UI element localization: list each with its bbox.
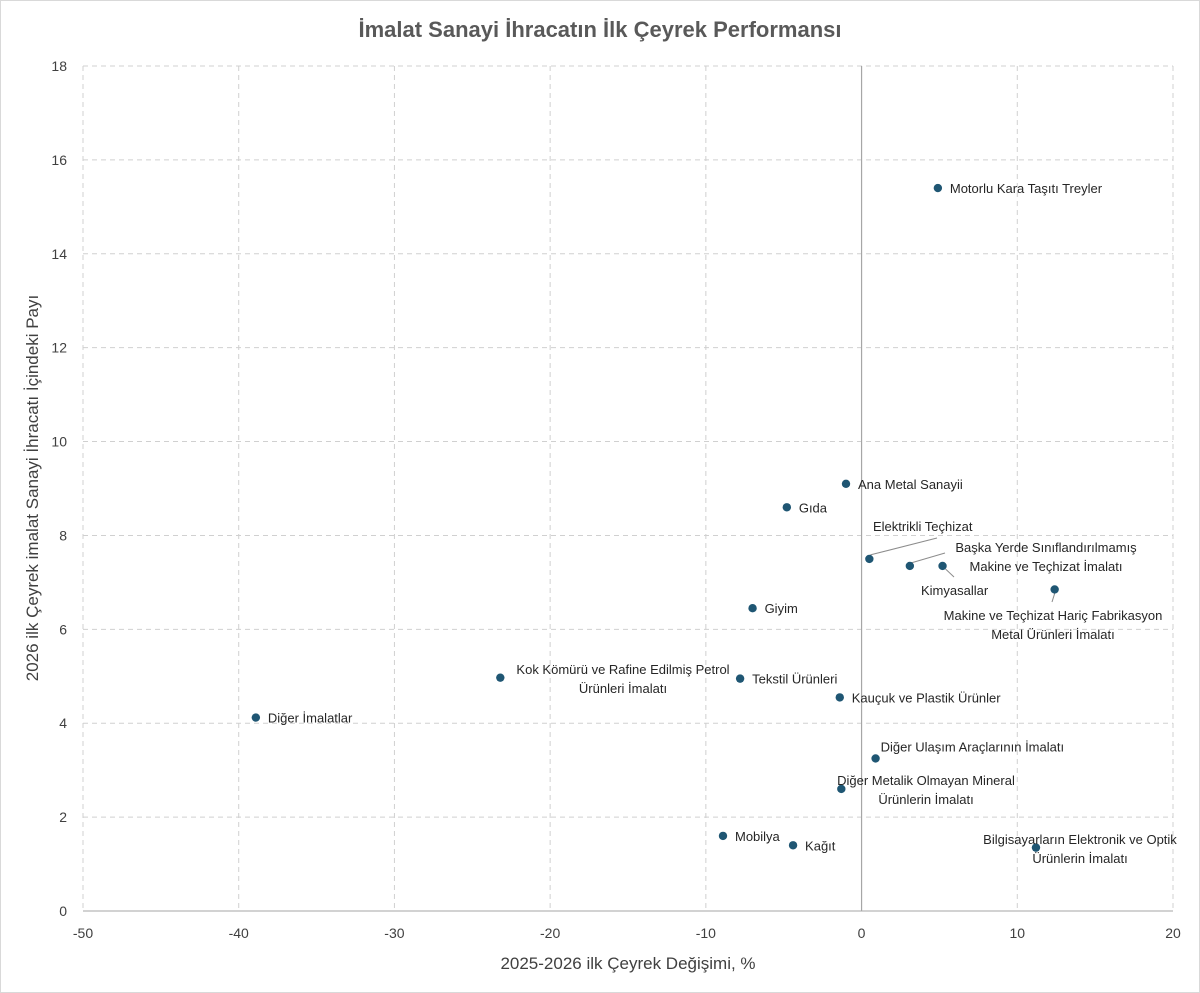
point-label: Mobilya <box>735 829 781 844</box>
x-tick-label: 10 <box>1009 925 1025 941</box>
y-axis-title: 2026 ilk Çeyrek imalat Sanayi İhracatı İ… <box>23 295 42 681</box>
axes <box>83 66 1173 912</box>
point-label: Motorlu Kara Taşıtı Treyler <box>950 181 1103 196</box>
y-tick-label: 0 <box>59 903 67 919</box>
point-label-line: Kauçuk ve Plastik Ürünler <box>852 690 1002 705</box>
point-label-line: Ürünlerin İmalatı <box>1032 851 1127 866</box>
point-label-line: Diğer Ulaşım Araçlarının İmalatı <box>881 739 1065 754</box>
point-label: Ana Metal Sanayii <box>858 477 963 492</box>
point-label-line: Metal Ürünleri İmalatı <box>991 627 1115 642</box>
y-tick-label: 2 <box>59 809 67 825</box>
point-label-line: Ana Metal Sanayii <box>858 477 963 492</box>
point-label-line: Ürünlerin İmalatı <box>878 792 973 807</box>
data-point[interactable] <box>1050 585 1059 594</box>
y-tick-label: 16 <box>51 152 67 168</box>
point-label-line: Diğer Metalik Olmayan Mineral <box>837 773 1015 788</box>
data-point[interactable] <box>837 784 846 794</box>
x-tick-label: -20 <box>540 925 560 941</box>
point-label-line: Bilgisayarların Elektronik ve Optik <box>983 832 1177 847</box>
point-label: Giyim <box>765 601 798 616</box>
point-label-line: Motorlu Kara Taşıtı Treyler <box>950 181 1103 196</box>
point-label: Elektrikli Teçhizat <box>873 519 973 534</box>
data-point[interactable] <box>905 561 915 571</box>
point-label-line: Diğer İmalatlar <box>268 711 353 726</box>
point-label-line: Gıda <box>799 500 828 515</box>
data-point[interactable] <box>841 479 851 489</box>
point-label-line: Makine ve Teçhizat Hariç Fabrikasyon <box>944 608 1163 623</box>
x-tick-label: 20 <box>1165 925 1181 941</box>
point-label-line: Kimyasallar <box>921 583 989 598</box>
data-point[interactable] <box>718 831 728 841</box>
x-tick-label: -40 <box>229 925 249 941</box>
y-tick-label: 8 <box>59 527 67 543</box>
y-tick-label: 10 <box>51 434 67 450</box>
point-label-line: Giyim <box>765 601 798 616</box>
point-label: Diğer Ulaşım Araçlarının İmalatı <box>881 739 1065 754</box>
y-tick-label: 14 <box>51 246 67 262</box>
point-label-line: Ürünleri İmalatı <box>579 681 667 696</box>
point-label: Kauçuk ve Plastik Ürünler <box>852 690 1002 705</box>
point-label: Kimyasallar <box>921 583 989 598</box>
point-label: Makine ve Teçhizat Hariç Fabrikasyon Meta… <box>944 608 1163 642</box>
data-point[interactable] <box>938 561 947 571</box>
point-labels: Motorlu Kara Taşıtı Treyler Ana Metal San… <box>268 181 1177 866</box>
data-point[interactable] <box>835 693 844 702</box>
x-tick-label: -30 <box>384 925 404 941</box>
x-tick-label: -10 <box>696 925 716 941</box>
point-label-line: Makine ve Teçhizat İmalatı <box>970 559 1123 574</box>
point-label: Tekstil Ürünleri <box>752 672 837 687</box>
data-point[interactable] <box>1031 843 1041 852</box>
data-point[interactable] <box>865 554 874 564</box>
chart-title: İmalat Sanayi İhracatın İlk Çeyrek Perfo… <box>358 17 841 42</box>
grid <box>82 65 1174 911</box>
point-label: Diğer Metalik Olmayan Mineral Ürünlerin İ… <box>837 773 1015 807</box>
leader-line <box>1051 593 1056 603</box>
y-tick-label: 12 <box>51 340 67 356</box>
point-label-line: Kok Kömürü ve Rafine Edilmiş Petrol <box>516 662 729 677</box>
point-label: Gıda <box>799 500 828 515</box>
point-label-line: Kağıt <box>805 838 836 853</box>
tick-labels: -50 -40 -30 -20 -10 0 10 20 0 2 4 6 8 10 12 14 16 18 <box>51 58 1181 941</box>
point-label: Kağıt <box>805 838 836 853</box>
x-tick-label: 0 <box>858 925 866 941</box>
point-label-line: Elektrikli Teçhizat <box>873 519 973 534</box>
y-tick-label: 4 <box>59 715 67 731</box>
x-axis-title: 2025-2026 ilk Çeyrek Değişimi, % <box>500 954 755 973</box>
data-point[interactable] <box>782 503 792 512</box>
point-label: Başka Yerde Sınıflandırılmamış Makine ve … <box>955 540 1137 574</box>
data-point[interactable] <box>748 604 757 613</box>
leader-line <box>870 537 938 556</box>
point-label: Bilgisayarların Elektronik ve Optik Ürünl… <box>983 832 1177 866</box>
leader-line <box>910 552 946 564</box>
data-point[interactable] <box>871 754 880 763</box>
data-point[interactable] <box>788 841 798 850</box>
point-label: Kok Kömürü ve Rafine Edilmiş Petrol Ürünl… <box>516 662 729 696</box>
y-tick-label: 18 <box>51 58 67 74</box>
x-tick-label: -50 <box>73 925 93 941</box>
data-points <box>251 183 1059 852</box>
point-label: Diğer İmalatlar <box>268 711 353 726</box>
data-point[interactable] <box>496 673 505 682</box>
leader-lines <box>870 537 1056 603</box>
point-label-line: Mobilya <box>735 829 781 844</box>
point-label-line: Tekstil Ürünleri <box>752 672 837 687</box>
leader-line <box>945 568 955 578</box>
y-tick-label: 6 <box>59 621 67 637</box>
data-point[interactable] <box>933 183 943 193</box>
point-label-line: Başka Yerde Sınıflandırılmamış <box>955 540 1137 555</box>
data-point[interactable] <box>251 713 261 722</box>
data-point[interactable] <box>735 674 745 683</box>
